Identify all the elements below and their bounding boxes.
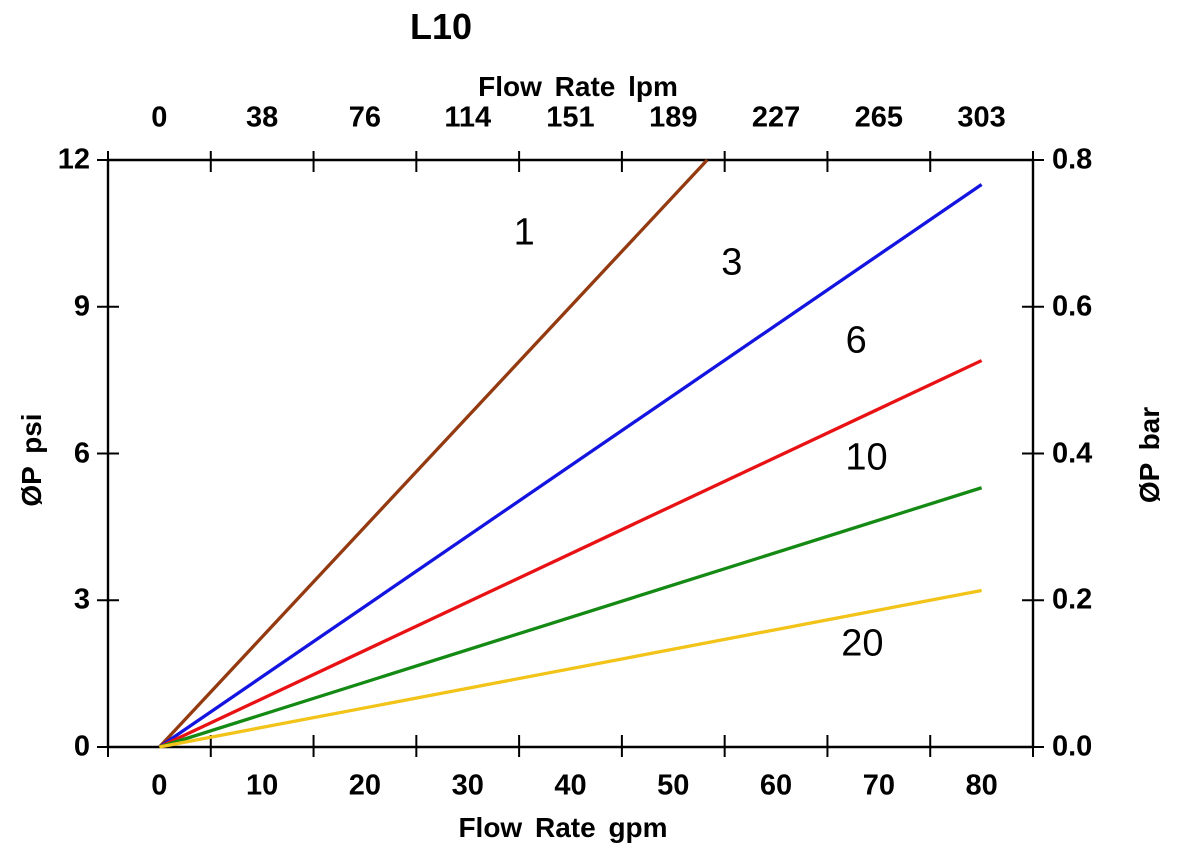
top-x-tick-label: 38 bbox=[246, 101, 279, 134]
series-label-10: 10 bbox=[845, 436, 888, 479]
series-line-3 bbox=[158, 183, 983, 749]
top-x-tick-label: 227 bbox=[751, 101, 801, 134]
top-x-tick-label: 151 bbox=[546, 101, 595, 134]
right-y-tick-label: 0.8 bbox=[1052, 143, 1093, 176]
top-x-tick-label: 189 bbox=[649, 101, 698, 134]
right-y-tick-label: 0.0 bbox=[1052, 730, 1093, 763]
left-y-tick-label: 3 bbox=[73, 583, 90, 616]
top-axis-title: Flow Rate lpm bbox=[478, 71, 678, 102]
bottom-x-tick-label: 60 bbox=[759, 769, 793, 802]
bottom-axis-title: Flow Rate gpm bbox=[458, 812, 668, 843]
series-label-6: 6 bbox=[845, 319, 867, 362]
bottom-x-tick-label: 40 bbox=[554, 769, 587, 802]
right-axis-title: ØP bar bbox=[1134, 406, 1165, 504]
bottom-x-tick-label: 0 bbox=[151, 769, 168, 802]
series-line-6 bbox=[158, 359, 983, 749]
bottom-x-tick-label: 80 bbox=[965, 769, 998, 802]
top-x-tick-label: 76 bbox=[348, 101, 382, 134]
left-y-tick-label: 12 bbox=[57, 143, 90, 176]
top-x-tick-label: 265 bbox=[854, 101, 904, 134]
bottom-x-tick-label: 30 bbox=[451, 769, 484, 802]
left-axis-title: ØP psi bbox=[16, 413, 47, 507]
right-y-tick-label: 0.6 bbox=[1052, 290, 1093, 323]
chart-title: L10 bbox=[409, 6, 473, 47]
left-y-tick-label: 9 bbox=[73, 290, 90, 323]
bottom-x-tick-label: 20 bbox=[348, 769, 382, 802]
left-y-tick-label: 6 bbox=[73, 437, 90, 469]
left-y-tick-label: 0 bbox=[73, 730, 90, 763]
right-y-tick-label: 0.4 bbox=[1052, 437, 1093, 469]
series-line-20 bbox=[159, 588, 982, 749]
bottom-x-tick-label: 70 bbox=[862, 769, 895, 802]
top-x-tick-label: 303 bbox=[957, 101, 1006, 134]
series-label-1: 1 bbox=[513, 211, 535, 254]
series-label-3: 3 bbox=[721, 241, 743, 284]
top-x-tick-label: 114 bbox=[444, 101, 492, 134]
series-line-1 bbox=[158, 158, 709, 749]
top-x-tick-label: 0 bbox=[151, 101, 168, 134]
series-label-20: 20 bbox=[841, 622, 884, 665]
right-y-tick-label: 0.2 bbox=[1052, 583, 1093, 616]
series-line-10 bbox=[158, 486, 983, 749]
bottom-x-tick-label: 10 bbox=[246, 769, 279, 802]
bottom-x-tick-label: 50 bbox=[657, 769, 690, 802]
